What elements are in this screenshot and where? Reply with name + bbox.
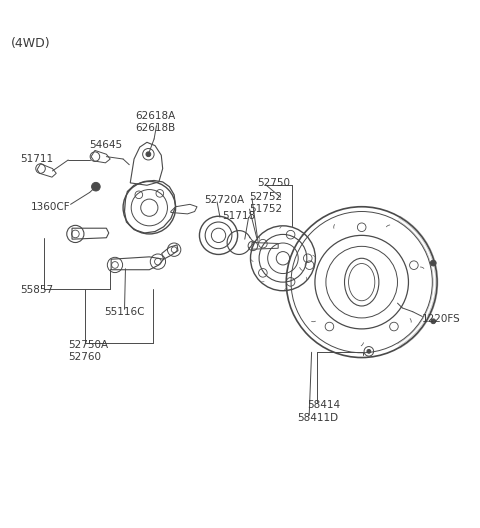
Text: 52750: 52750 — [257, 178, 290, 188]
Text: 58414: 58414 — [307, 400, 340, 410]
Text: 55116C: 55116C — [104, 307, 144, 317]
Circle shape — [431, 319, 436, 324]
Text: 54645: 54645 — [90, 140, 123, 150]
Text: 1220FS: 1220FS — [421, 314, 460, 324]
Text: 52750A: 52750A — [68, 340, 108, 350]
Text: 1360CF: 1360CF — [31, 202, 71, 212]
Text: (4WD): (4WD) — [11, 37, 50, 50]
Text: 58411D: 58411D — [297, 413, 338, 423]
Text: 55857: 55857 — [21, 285, 54, 295]
Circle shape — [146, 152, 151, 157]
Text: 51711: 51711 — [21, 154, 54, 164]
Text: 51752: 51752 — [250, 204, 283, 214]
Text: 52760: 52760 — [68, 352, 101, 362]
Circle shape — [431, 260, 436, 266]
Text: 62618A: 62618A — [135, 111, 175, 121]
Circle shape — [367, 350, 371, 353]
Text: 51718: 51718 — [222, 211, 255, 221]
Text: 52752: 52752 — [250, 192, 283, 202]
Text: 62618B: 62618B — [135, 123, 175, 133]
Text: 52720A: 52720A — [204, 195, 244, 204]
Circle shape — [92, 182, 100, 191]
